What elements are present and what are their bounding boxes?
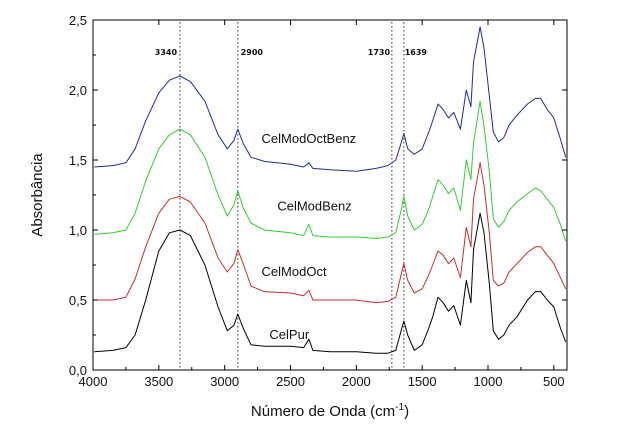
annotation-label-3340: 3340: [155, 48, 178, 57]
annotation-lines: [179, 22, 405, 370]
series-line-celpur: [94, 212, 567, 354]
series-line-celmodoct: [94, 162, 567, 304]
x-axis-title-sup: -1: [395, 402, 404, 413]
axis-ticks: [92, 19, 567, 371]
series-label-celmodoctbenz: CelModOctBenz: [262, 131, 357, 146]
y-tick-label-1,5: 1,5: [69, 153, 87, 168]
annotation-label-2900: 2900: [241, 48, 264, 57]
x-tick-label-4000: 4000: [79, 374, 108, 389]
y-tick-label-1,0: 1,0: [69, 223, 87, 238]
x-tick-label-2000: 2000: [342, 374, 371, 389]
x-tick-label-3500: 3500: [144, 374, 173, 389]
series-label-celpur: CelPur: [269, 327, 309, 342]
series-group: [94, 26, 567, 354]
annotation-label-1730: 1730: [368, 48, 391, 57]
x-axis-title-main: Número de Onda (cm: [251, 403, 395, 420]
plot-frame: [92, 19, 568, 371]
series-label-celmodbenz: CelModBenz: [277, 198, 351, 213]
x-axis-title: Número de Onda (cm-1): [251, 402, 409, 420]
y-tick-label-2,0: 2,0: [69, 83, 87, 98]
y-tick-label-0,5: 0,5: [69, 293, 87, 308]
x-tick-label-2500: 2500: [276, 374, 305, 389]
x-axis-title-end: ): [404, 403, 409, 420]
series-label-celmodoct: CelModOct: [262, 264, 327, 279]
annotation-label-1639: 1639: [405, 48, 428, 57]
y-tick-label-2,5: 2,5: [69, 13, 87, 28]
series-line-celmodbenz: [94, 100, 567, 242]
x-tick-label-1000: 1000: [474, 374, 503, 389]
y-tick-label-0,0: 0,0: [69, 363, 87, 378]
series-line-celmodoctbenz: [94, 26, 567, 172]
x-tick-label-1500: 1500: [408, 374, 437, 389]
x-tick-label-3000: 3000: [210, 374, 239, 389]
labels: 3340 2900 1730 1639 CelPur CelModOct CelModBen…: [69, 13, 565, 389]
x-tick-label-500: 500: [543, 374, 565, 389]
y-axis-title: Absorbância: [29, 153, 46, 237]
